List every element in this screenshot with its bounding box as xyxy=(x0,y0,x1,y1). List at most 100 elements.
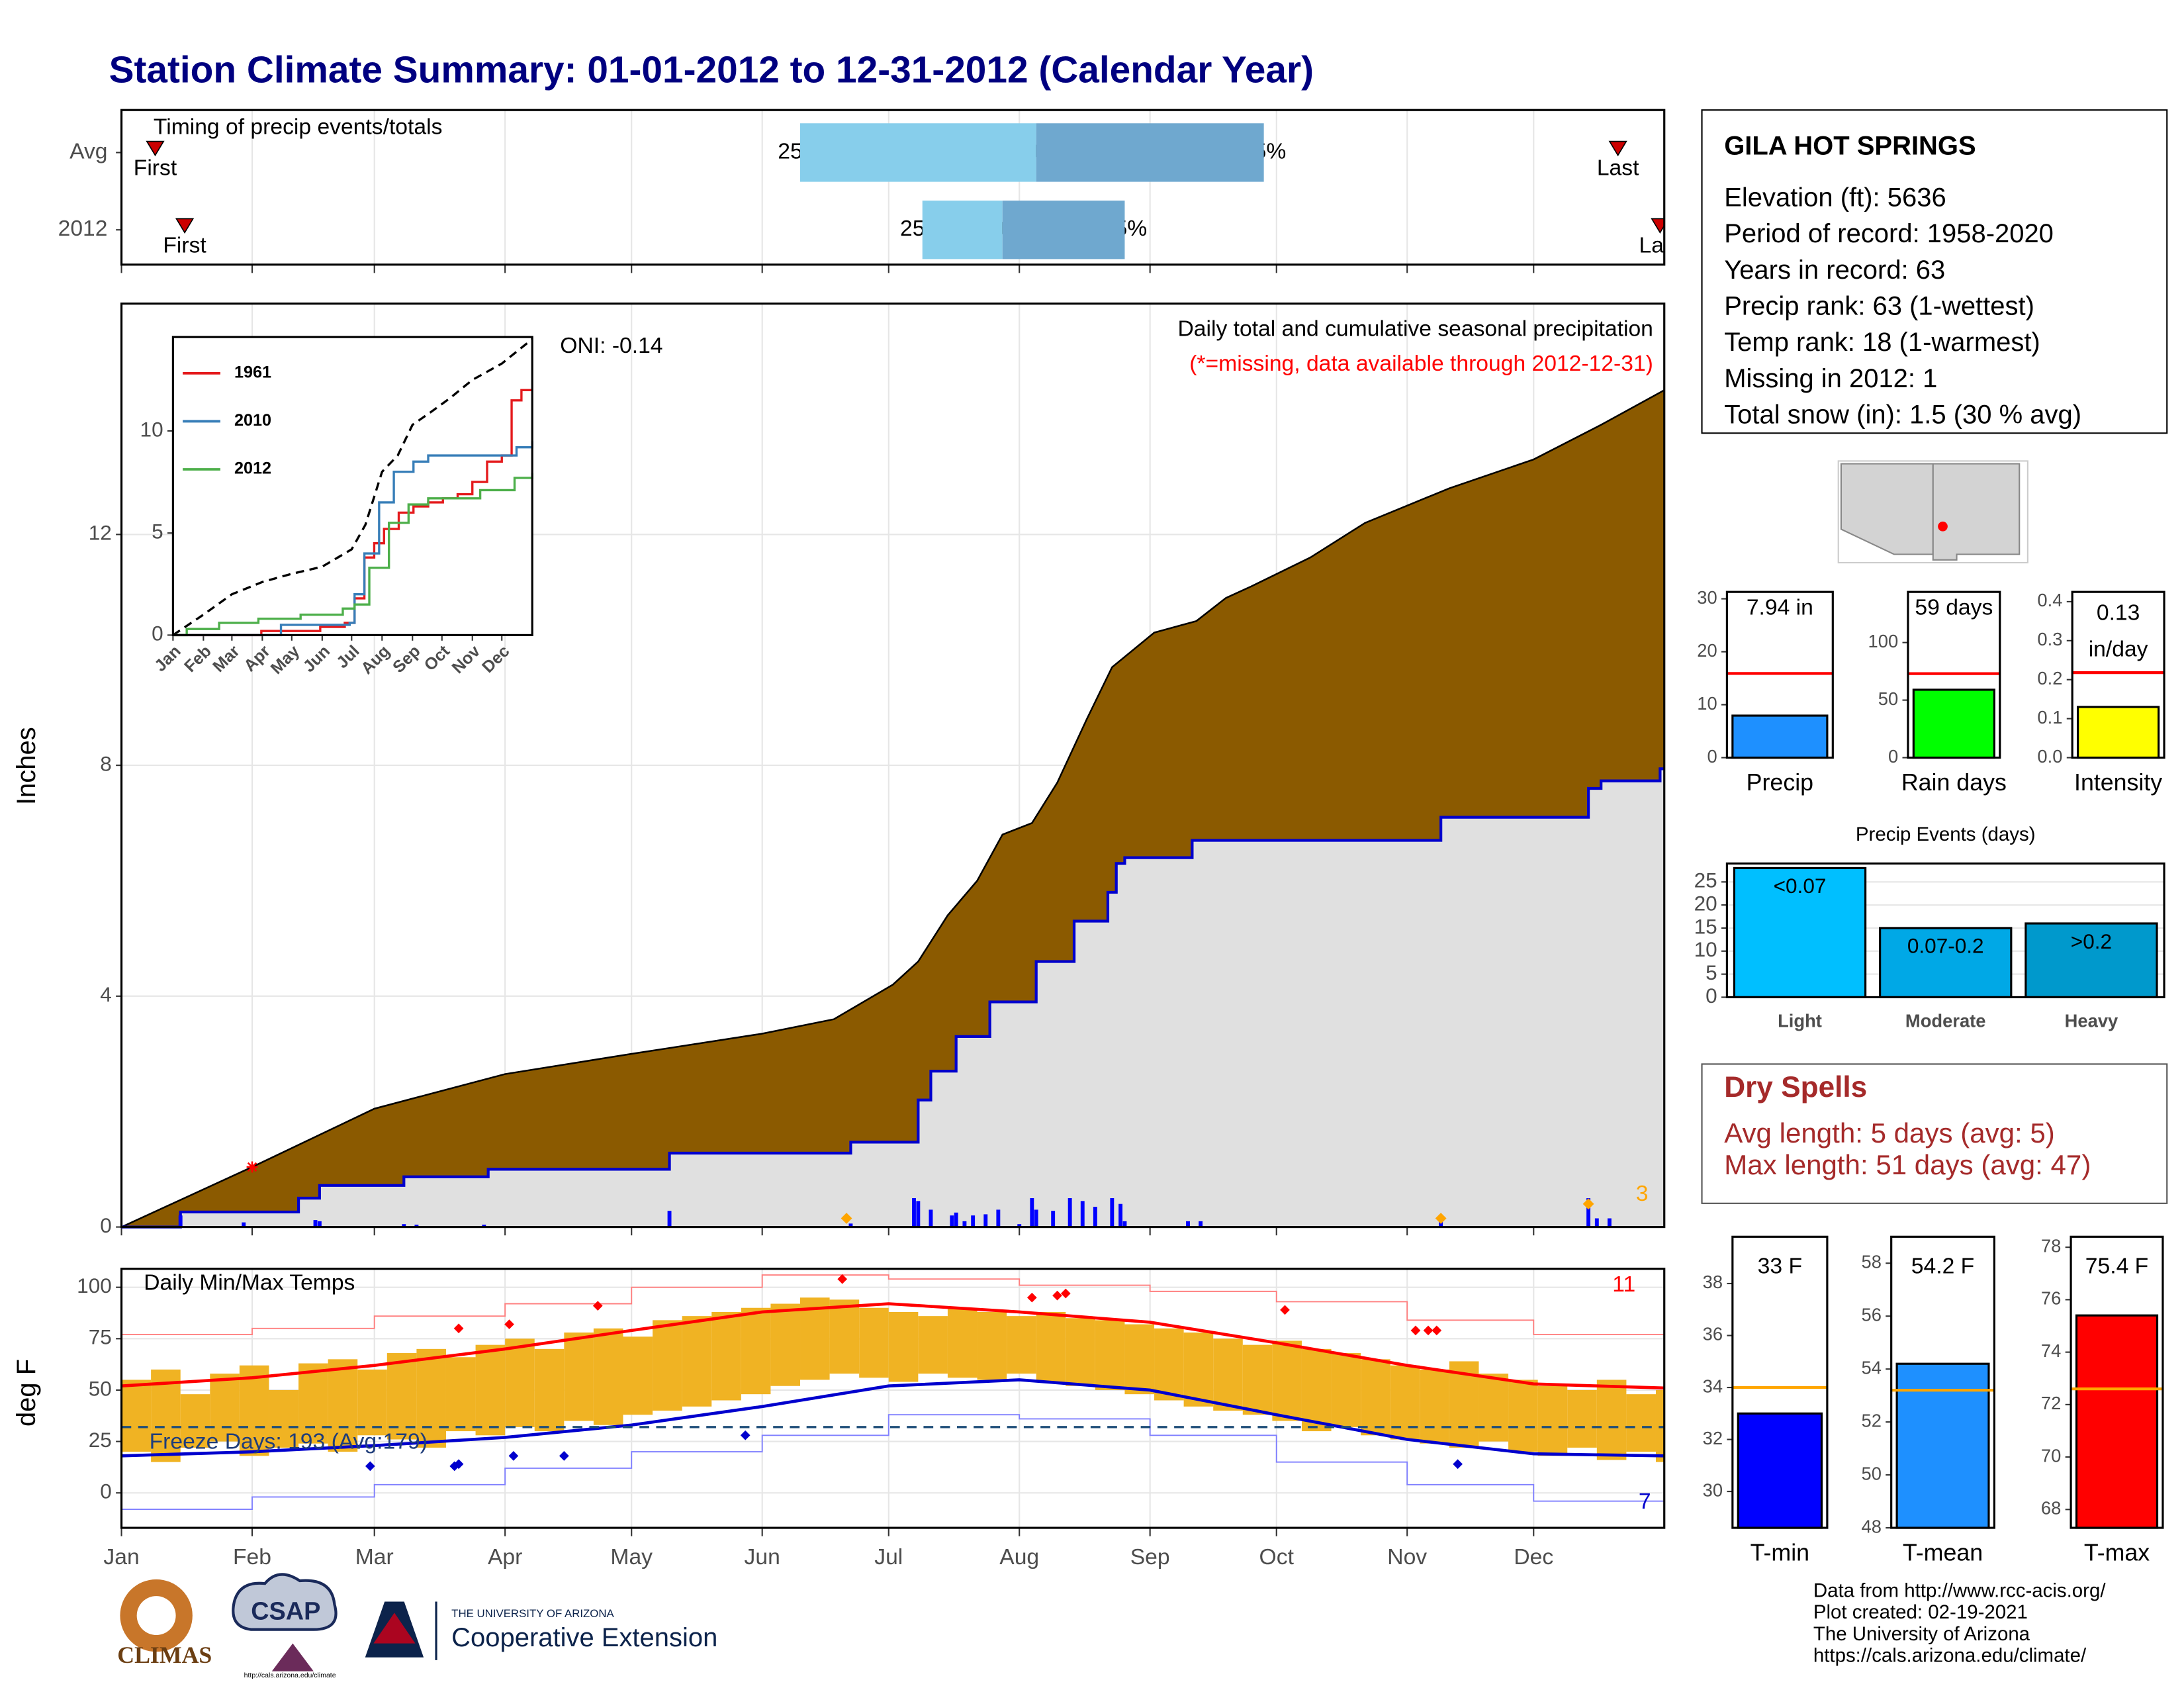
y-tick-label: 52 xyxy=(1862,1410,1882,1430)
daily-temp-range xyxy=(1154,1328,1184,1401)
y-tick-label: 72 xyxy=(2041,1393,2061,1413)
daily-temp-range xyxy=(505,1338,535,1427)
daily-precip-bar xyxy=(402,1224,406,1227)
daily-temp-range xyxy=(741,1307,771,1395)
daily-temp-range xyxy=(1066,1318,1095,1386)
daily-temp-range xyxy=(269,1389,299,1448)
station-line: Missing in 2012: 1 xyxy=(1724,364,1937,393)
gauge-bar xyxy=(1895,1362,1990,1529)
event-label: First xyxy=(134,156,177,181)
record-highs-marker xyxy=(1280,1305,1290,1315)
daily-precip-bar xyxy=(667,1211,672,1227)
daily-precip-bar xyxy=(1199,1221,1203,1227)
gauge-bar xyxy=(1737,1412,1823,1529)
daily-temp-range xyxy=(1242,1344,1273,1415)
plot-frame xyxy=(1731,1235,1829,1529)
csap-url: http://cals.arizona.edu/climate xyxy=(244,1671,336,1679)
x-tick-label: Nov xyxy=(1387,1545,1427,1570)
value-label: 54.2 F xyxy=(1911,1254,1974,1278)
x-tick-label: Mar xyxy=(209,641,244,676)
y-tick-label: 70 xyxy=(2041,1445,2061,1466)
x-tick-label: Jun xyxy=(300,642,334,677)
daily-temp-range xyxy=(800,1297,830,1380)
daily-precip-bar xyxy=(1607,1218,1612,1227)
record-highs-marker xyxy=(837,1274,848,1284)
record-lows-marker xyxy=(508,1450,519,1461)
daily-temp-range xyxy=(1361,1359,1390,1436)
y-tick-label: 5 xyxy=(1706,961,1717,984)
daily-precip-bar xyxy=(1186,1221,1190,1227)
event-marker xyxy=(175,218,195,234)
climas-logo: CLIMAS xyxy=(117,1642,212,1668)
x-tick-label: Feb xyxy=(181,642,215,677)
y-tick-label: 5 xyxy=(152,520,163,543)
dry-spells-title: Dry Spells xyxy=(1724,1071,1867,1103)
record-highs-marker xyxy=(1410,1325,1421,1336)
ua-name: THE UNIVERSITY OF ARIZONA xyxy=(451,1607,614,1620)
station-line: Period of record: 1958-2020 xyxy=(1724,219,2054,248)
record-high-count: 11 xyxy=(1612,1272,1635,1297)
station-box xyxy=(1701,109,2168,434)
y-tick-label: 58 xyxy=(1862,1252,1882,1272)
daily-temp-range xyxy=(445,1357,476,1432)
y-tick-label: 78 xyxy=(2041,1235,2061,1256)
y-tick-label: 0 xyxy=(1888,746,1898,767)
daily-precip-bar xyxy=(1051,1211,1056,1227)
daily-temp-range xyxy=(328,1359,358,1452)
daily-temp-range xyxy=(1095,1320,1125,1390)
daily-temp-range xyxy=(534,1348,565,1432)
y-tick-label: 50 xyxy=(1862,1463,1882,1483)
daily-precip-bar xyxy=(1093,1207,1097,1227)
chart-title: Timing of precip events/totals xyxy=(154,115,442,139)
record-highs-marker xyxy=(1432,1325,1442,1336)
value-label: 33 F xyxy=(1758,1254,1802,1278)
quartile-bar xyxy=(1036,123,1264,182)
y-tick-label: 20 xyxy=(1694,891,1717,915)
y-tick-label: 4 xyxy=(100,982,112,1006)
daily-temp-range xyxy=(210,1374,240,1442)
daily-temp-range xyxy=(829,1299,860,1374)
daily-precip-bar xyxy=(929,1209,933,1227)
station-line: Total snow (in): 1.5 (30 % avg) xyxy=(1724,400,2081,430)
daily-precip-bar xyxy=(950,1215,954,1227)
station-line: Elevation (ft): 5636 xyxy=(1724,183,1946,212)
daily-precip-bar xyxy=(242,1222,246,1227)
station-line: Temp rank: 18 (1-warmest) xyxy=(1724,328,2040,357)
daily-precip-bar xyxy=(313,1220,318,1227)
value-label: 0.13 xyxy=(2097,601,2140,626)
daily-precip-bar xyxy=(1034,1209,1038,1227)
daily-precip-bar xyxy=(971,1215,976,1227)
y-tick-label: 32 xyxy=(1703,1428,1723,1448)
y-tick-label: 0.3 xyxy=(2037,629,2062,649)
x-tick-label: Jan xyxy=(103,1545,139,1570)
plot-frame xyxy=(120,303,1666,1229)
coop-extension: Cooperative Extension xyxy=(451,1623,717,1652)
daily-precip-bar xyxy=(962,1221,967,1227)
y-tick-label: 30 xyxy=(1697,587,1717,608)
threshold-label: >0.2 xyxy=(2071,929,2112,953)
y-tick-label: 0.4 xyxy=(2037,590,2062,610)
snow-count: 3 xyxy=(1636,1182,1649,1206)
daily-temp-range xyxy=(298,1363,328,1444)
y-axis-label: deg F xyxy=(12,1359,41,1427)
daily-precip-bar xyxy=(482,1225,486,1227)
x-tick-label: Jan xyxy=(151,642,185,676)
legend-label: 2010 xyxy=(234,411,271,430)
daily-temp-range xyxy=(711,1311,741,1401)
daily-precip-bar xyxy=(954,1212,958,1227)
plot-frame xyxy=(1725,590,1834,759)
legend-label: 2012 xyxy=(234,459,271,478)
daily-precip-bar xyxy=(848,1223,853,1227)
y-tick-label: 34 xyxy=(1703,1376,1723,1396)
station-name: GILA HOT SPRINGS xyxy=(1724,132,1976,161)
logos: CLIMAS CSAP http://cals.arizona.edu/clim… xyxy=(117,1573,717,1679)
csap-logo: CSAP xyxy=(251,1597,320,1625)
daily-temp-range xyxy=(416,1348,446,1448)
quartile-bar xyxy=(800,123,1036,182)
y-tick-label: 75 xyxy=(89,1325,112,1349)
daily-temp-range xyxy=(1508,1380,1538,1452)
y-tick-label: 10 xyxy=(140,417,163,441)
x-tick-label: T-max xyxy=(2084,1539,2150,1566)
daily-temp-range xyxy=(387,1353,417,1440)
snow-marker xyxy=(1582,1198,1594,1210)
